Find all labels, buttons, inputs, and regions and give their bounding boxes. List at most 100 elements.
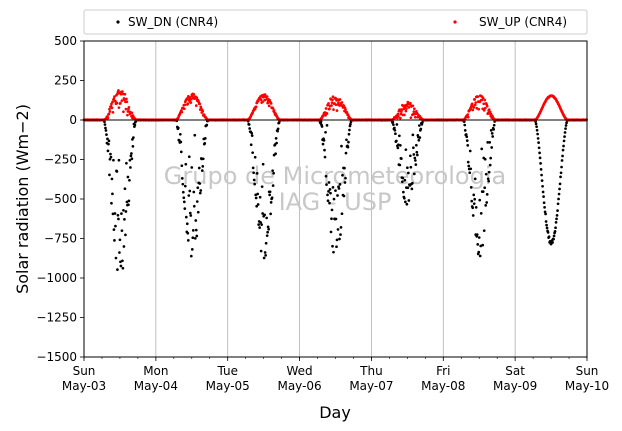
data-point (535, 125, 538, 129)
data-point (482, 102, 486, 106)
data-point (325, 124, 329, 127)
data-point (194, 228, 198, 232)
data-point (469, 167, 473, 171)
data-point (111, 212, 115, 216)
data-point (128, 158, 132, 162)
legend-label-sw-dn: SW_DN (CNR4) (128, 15, 218, 29)
data-point (481, 96, 485, 100)
data-point (348, 128, 351, 132)
data-point (113, 239, 116, 242)
data-point (190, 166, 194, 169)
data-point (276, 127, 280, 131)
data-point (320, 125, 324, 128)
data-point (413, 115, 417, 119)
data-point (108, 110, 112, 113)
data-point (336, 228, 340, 231)
data-point (486, 177, 490, 181)
data-point (409, 154, 412, 158)
data-point (200, 169, 204, 172)
data-point (463, 129, 467, 132)
data-point (398, 134, 401, 138)
data-point (260, 223, 263, 226)
data-point (472, 193, 476, 197)
data-point (201, 157, 205, 161)
data-point (556, 202, 560, 206)
data-point (132, 136, 135, 139)
data-point (328, 107, 331, 111)
data-point (117, 89, 120, 92)
data-point (108, 107, 111, 111)
data-point (130, 157, 134, 161)
data-point (265, 216, 268, 220)
data-point (412, 107, 416, 111)
data-point (484, 204, 488, 207)
data-point (485, 201, 489, 204)
data-point (107, 139, 111, 143)
data-point (186, 239, 190, 242)
data-point (562, 139, 566, 143)
data-point (327, 181, 331, 184)
data-point (250, 131, 254, 135)
data-point (487, 179, 491, 183)
data-point (411, 104, 415, 108)
data-point (537, 146, 541, 150)
data-point (191, 236, 195, 240)
data-point (327, 190, 330, 193)
data-point (409, 165, 413, 169)
data-point (470, 199, 474, 203)
data-point (249, 143, 253, 147)
data-point (473, 197, 477, 201)
data-point (395, 123, 399, 126)
data-point (328, 201, 331, 205)
data-point (274, 136, 278, 140)
data-point (120, 229, 124, 233)
watermark-line-1: Grupo de Micrometeorologia (164, 162, 506, 190)
data-point (121, 90, 124, 93)
x-axis-title: Day (319, 403, 351, 422)
data-point (203, 142, 207, 145)
data-point (130, 111, 134, 115)
data-point (477, 107, 481, 111)
data-point (328, 188, 332, 191)
data-point (403, 178, 407, 182)
y-tick-label: −1000 (36, 271, 77, 285)
data-point (335, 245, 338, 249)
data-point (123, 92, 127, 96)
x-tick-label-date: May-07 (349, 379, 393, 393)
data-point (195, 96, 199, 99)
x-tick-label-date: May-05 (206, 379, 250, 393)
data-point (123, 217, 126, 221)
data-point (338, 183, 342, 186)
data-point (400, 157, 403, 160)
data-point (467, 164, 471, 168)
data-point (332, 250, 335, 254)
data-point (492, 123, 496, 127)
data-point (396, 146, 400, 150)
x-tick-label-day: Mon (143, 364, 168, 378)
data-point (188, 211, 192, 215)
data-point (133, 123, 137, 127)
data-point (488, 141, 492, 144)
data-point (266, 101, 269, 105)
data-point (125, 161, 128, 165)
data-point (414, 143, 418, 147)
data-point (259, 98, 263, 102)
data-point (488, 110, 492, 114)
legend-label-sw-up: SW_UP (CNR4) (479, 15, 567, 29)
data-point (130, 152, 133, 155)
data-point (112, 228, 116, 232)
data-point (468, 171, 472, 175)
data-point (197, 166, 201, 170)
data-point (404, 148, 408, 152)
data-point (104, 126, 107, 130)
data-point (343, 166, 346, 170)
data-point (417, 138, 421, 142)
data-point (194, 104, 198, 107)
data-point (487, 170, 491, 174)
data-point (106, 116, 110, 120)
data-point (326, 193, 329, 197)
data-point (110, 177, 114, 181)
data-point (547, 235, 551, 239)
data-point (411, 181, 414, 185)
data-point (260, 185, 264, 189)
